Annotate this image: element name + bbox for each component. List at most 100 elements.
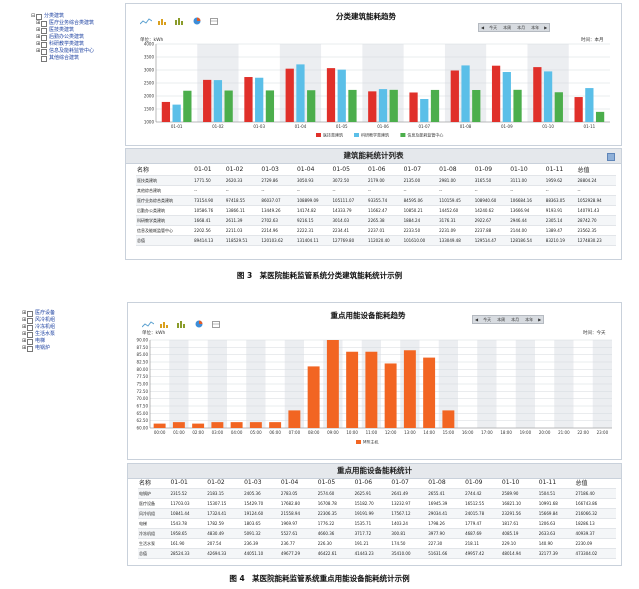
table-cell: 22306.35	[316, 508, 354, 519]
bar	[172, 104, 181, 122]
period-button[interactable]: 本周	[503, 25, 512, 30]
table-cell: 14174.82	[295, 205, 332, 216]
tree-item[interactable]: ⊞ 生活水泵	[22, 331, 55, 338]
bar	[183, 90, 192, 122]
expand-icon[interactable]: ⊞	[22, 317, 27, 323]
tree-item[interactable]: ⊞ 医疗业务综合类建筑	[31, 20, 94, 27]
tree-item[interactable]: 其他综合建筑	[31, 55, 94, 62]
table-cell: 42694.33	[206, 548, 244, 559]
tree-item[interactable]: ⊞ 电锅炉	[22, 345, 55, 352]
column-header: 01-02	[224, 164, 261, 176]
table-cell: 207.54	[206, 538, 244, 549]
tree-item-label: 电梯	[35, 338, 46, 344]
prev-arrow-icon[interactable]: ◀	[481, 25, 485, 30]
expand-icon[interactable]: ⊞	[36, 20, 41, 26]
export-icon[interactable]	[607, 153, 615, 161]
tree-checkbox[interactable]	[27, 345, 33, 352]
tree-item[interactable]: ⊞ 冷冻机组	[22, 324, 55, 331]
column-header: 01-09	[473, 164, 510, 176]
tree-checkbox[interactable]	[41, 20, 47, 27]
x-tick-label: 01-02	[212, 124, 224, 129]
period-button[interactable]: 今天	[483, 317, 492, 322]
tree-item[interactable]: ⊞ 医疗设备	[22, 310, 55, 317]
bar	[269, 422, 282, 428]
period-button[interactable]: 本年	[525, 317, 534, 322]
equipment-tree: ⊞ 医疗设备 ⊞ 风冷机组 ⊞ 冷冻机组 ⊞ 生活水泵 ⊞ 电梯 ⊞ 电锅炉	[22, 310, 55, 352]
stacked-bar-icon[interactable]	[174, 17, 186, 25]
x-tick-label: 01-03	[253, 124, 265, 129]
tree-checkbox[interactable]	[41, 55, 47, 62]
expand-icon[interactable]: ⊞	[22, 331, 27, 337]
pie-chart-icon[interactable]	[191, 17, 203, 25]
expand-icon[interactable]: ⊞	[36, 34, 41, 40]
legend-label: MRI主机	[363, 439, 378, 445]
collapse-icon[interactable]: ⊟	[31, 13, 36, 19]
period-button[interactable]: 今天	[489, 25, 498, 30]
expand-icon[interactable]: ⊞	[22, 338, 27, 344]
x-tick-label: 12:00	[385, 430, 397, 435]
prev-arrow-icon[interactable]: ◀	[475, 317, 479, 322]
column-header: 总值	[576, 164, 616, 176]
expand-icon[interactable]: ⊞	[36, 27, 41, 33]
expand-icon[interactable]: ⊞	[22, 345, 27, 351]
period-button[interactable]: 本周	[497, 317, 506, 322]
column-header: 01-06	[367, 164, 403, 176]
tree-checkbox[interactable]	[36, 13, 42, 20]
tree-checkbox[interactable]	[41, 34, 47, 41]
tree-item-label: 医疗业务综合类建筑	[49, 20, 95, 26]
tree-item[interactable]: ⊞ 科研教学类建筑	[31, 41, 94, 48]
table-view-icon[interactable]	[210, 320, 222, 328]
period-button[interactable]: 本年	[531, 25, 540, 30]
pie-chart-icon[interactable]	[193, 320, 205, 328]
expand-icon[interactable]: ⊞	[36, 48, 41, 54]
expand-icon[interactable]: ⊞	[36, 41, 41, 47]
bar	[161, 101, 171, 122]
next-arrow-icon[interactable]: ▶	[544, 25, 548, 30]
y-tick-label: 87.50	[137, 345, 149, 350]
table-cell: 3717.72	[353, 528, 391, 539]
tree-item-label: 电锅炉	[35, 345, 51, 351]
period-nav[interactable]: ◀ 今天 本周 本月 本年 ▶	[478, 23, 551, 32]
tree-checkbox[interactable]	[41, 48, 47, 55]
period-nav[interactable]: ◀ 今天 本周 本月 本年 ▶	[472, 315, 545, 324]
table-cell: 2405.36	[243, 488, 280, 499]
line-chart-icon[interactable]	[142, 320, 154, 328]
bar-chart-icon[interactable]	[157, 17, 169, 25]
table-cell: 13666.94	[509, 205, 545, 216]
table-cell: 166743.86	[574, 498, 616, 509]
tree-checkbox[interactable]	[27, 317, 33, 324]
table-cell: 3165.50	[473, 175, 510, 186]
table-cell: 128186.54	[509, 235, 545, 246]
tree-checkbox[interactable]	[27, 331, 33, 338]
expand-icon[interactable]: ⊞	[22, 324, 27, 330]
tree-checkbox[interactable]	[41, 41, 47, 48]
tree-checkbox[interactable]	[27, 310, 33, 317]
period-button[interactable]: 本月	[517, 25, 526, 30]
tree-item[interactable]: ⊞ 风冷机组	[22, 317, 55, 324]
table-cell: 10586.76	[193, 205, 225, 216]
period-button[interactable]: 本月	[511, 317, 520, 322]
tree-item[interactable]: ⊞ 信息及能耗监管中心	[31, 48, 94, 55]
table-cell: --	[295, 185, 332, 196]
bar	[420, 99, 429, 122]
table-cell: 2305.14	[544, 215, 577, 226]
tree-item[interactable]: ⊟ 分类建筑	[31, 13, 94, 20]
table-cell: 1779.47	[464, 518, 501, 529]
tree-item[interactable]: ⊞ 后勤办公类建筑	[31, 34, 94, 41]
line-chart-icon[interactable]	[140, 17, 152, 25]
tree-checkbox[interactable]	[41, 27, 47, 34]
stats-title: 重点用能设备能耗统计	[337, 466, 412, 475]
bar	[249, 422, 262, 428]
bar-chart-icon[interactable]	[159, 320, 171, 328]
stats-title: 建筑能耗统计列表	[343, 151, 404, 160]
tree-checkbox[interactable]	[27, 324, 33, 331]
table-cell: 9193.91	[544, 205, 577, 216]
stacked-bar-icon[interactable]	[176, 320, 188, 328]
table-cell: 2783.05	[279, 488, 317, 499]
tree-checkbox[interactable]	[27, 338, 33, 345]
tree-item[interactable]: ⊞ 医技类建筑	[31, 27, 94, 34]
next-arrow-icon[interactable]: ▶	[538, 317, 542, 322]
table-view-icon[interactable]	[208, 17, 220, 25]
tree-item[interactable]: ⊞ 电梯	[22, 338, 55, 345]
expand-icon[interactable]: ⊞	[22, 310, 27, 316]
